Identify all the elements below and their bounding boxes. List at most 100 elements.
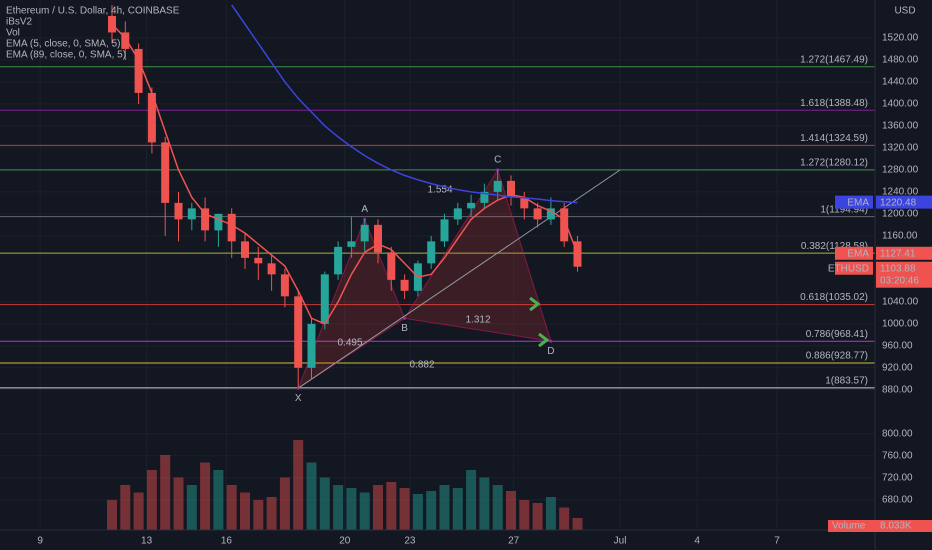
volume-bar [359,492,370,530]
y-tick-label: 1000.00 [882,318,919,329]
candle-body [560,208,569,242]
volume-bar [545,497,556,530]
candle-body [294,296,303,368]
trend-line [297,169,621,389]
price-tag [876,195,932,209]
candle-body [493,180,502,192]
price-tag-name: EMA [847,248,869,259]
fib-label: 1(883.57) [825,375,868,386]
candle-body [320,274,329,324]
candle-body [546,208,555,220]
candle-body [307,323,316,368]
x-tick-label: 4 [694,536,700,547]
price-tag-name: ETHUSD [828,263,869,274]
volume-bar [452,488,463,530]
legend-entry: Ethereum / U.S. Dollar, 4h, COINBASE [6,6,180,17]
volume-bar [200,462,211,530]
candle-body [174,202,183,220]
volume-bar [133,492,144,530]
price-tag-name [835,195,873,209]
candle-body [347,241,356,247]
candle-body [187,208,196,220]
x-tick-label: 20 [339,536,351,547]
y-tick-label: 1360.00 [882,121,919,132]
pattern-bcd [403,168,552,342]
candle-body [134,48,143,93]
volume-bar [279,477,290,530]
y-tick-label: 1400.00 [882,99,919,110]
pattern-ratio: 1.554 [427,185,452,196]
candle-body [227,213,236,242]
candle-body [267,263,276,275]
pattern-point [403,316,407,320]
volume-tag [828,520,932,532]
volume-bar [479,477,490,530]
price-tag-name [835,246,873,260]
volume-bar [386,482,397,530]
y-tick-label: 920.00 [882,362,913,373]
volume-bar [107,500,117,530]
volume-bar [173,477,184,530]
x-tick-label: 27 [508,536,520,547]
fib-label: 0.618(1035.02) [800,292,868,303]
candle-body [533,208,542,220]
candle-body [161,142,170,203]
y-tick-label: 1320.00 [882,143,919,154]
price-tag-value: 1127.41 [880,248,916,259]
candle-body [254,257,263,264]
volume-bar [319,477,330,530]
price-tag-name [835,261,873,275]
y-tick-label: 760.00 [882,450,913,461]
y-tick-label: 680.00 [882,494,913,505]
y-tick-label: 720.00 [882,472,913,483]
candle-body [214,213,223,231]
fib-label: 1.272(1467.49) [800,54,868,65]
y-tick-label: 880.00 [882,384,913,395]
price-tag-value: 1103.88 [880,263,916,274]
ema-line [231,4,578,204]
x-tick-label: Jul [614,536,627,547]
y-tick-label: 1480.00 [882,55,919,66]
candle-body [334,246,343,275]
y-tick-label: 1040.00 [882,296,919,307]
y-tick-label: 1240.00 [882,187,919,198]
volume-bar [266,497,277,530]
candle-body [507,180,515,198]
legend-entry: EMA (5, close, 0, SMA, 5) [6,39,120,50]
price-tag [876,246,932,260]
volume-bar [492,485,503,530]
volume-bar [426,491,437,530]
arrow [529,296,541,312]
price-tag-value: 1220.48 [880,197,917,208]
fib-label: 1.272(1280.12) [800,157,868,168]
x-tick-label: 13 [141,536,153,547]
legend: Ethereum / U.S. Dollar, 4h, COINBASEiBsV… [6,6,180,61]
volume-bar [120,485,131,530]
candle-body [573,241,582,267]
price-tag [876,261,932,288]
ema-line [111,23,579,325]
candle-body [374,224,382,253]
volume-bar [226,485,237,530]
candle-body [520,197,529,209]
volume-bar [373,485,383,530]
candle-body [147,92,156,143]
fib-label: 1.414(1324.59) [800,133,868,144]
pattern-ratio: 1.312 [465,315,490,326]
candle-body [121,32,130,49]
y-tick-label: 960.00 [882,340,913,351]
candle-body [427,241,436,264]
candle-body [280,274,289,297]
pattern-point [549,339,553,343]
pattern-ratio: 0.495 [337,338,362,349]
price-tag-name: EMA [847,197,869,208]
volume-tag-name: Volume [832,521,866,532]
volume-bar [240,492,250,530]
candle-body [440,219,449,242]
y-tick-label: 1280.00 [882,165,919,176]
x-tick-label: 16 [221,536,233,547]
fib-label: 0.886(928.77) [806,351,868,362]
candle-body [387,252,396,280]
arrow [538,332,550,348]
